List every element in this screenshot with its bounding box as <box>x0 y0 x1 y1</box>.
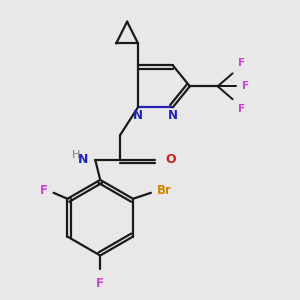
Text: Br: Br <box>157 184 172 197</box>
Text: N: N <box>133 109 143 122</box>
Text: F: F <box>40 184 48 197</box>
Text: F: F <box>238 58 245 68</box>
Text: F: F <box>242 81 249 91</box>
Text: F: F <box>96 278 104 290</box>
Text: N: N <box>168 109 178 122</box>
Text: F: F <box>238 104 245 114</box>
Text: H: H <box>72 150 80 160</box>
Text: N: N <box>78 154 88 166</box>
Text: O: O <box>165 154 175 166</box>
